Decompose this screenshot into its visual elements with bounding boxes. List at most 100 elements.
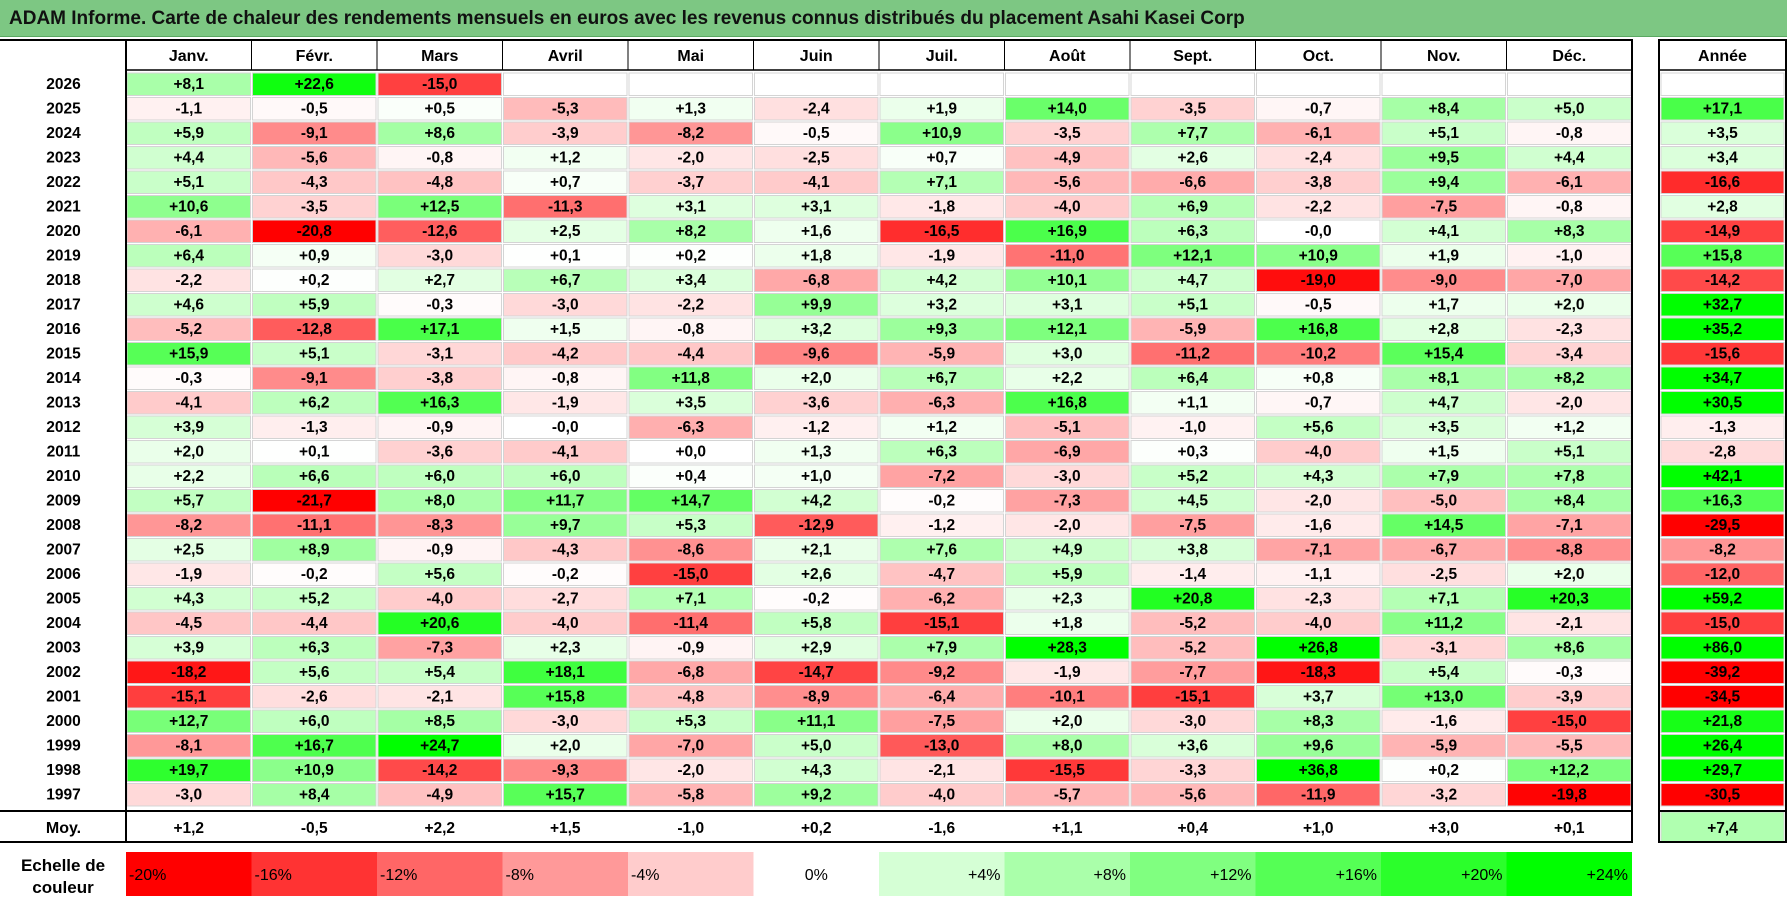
- heat-cell: [1130, 391, 1255, 415]
- heat-cell: [879, 146, 1004, 170]
- heat-cell-value: -0,2: [552, 566, 579, 583]
- heat-cell-value: +5,0: [1554, 101, 1585, 118]
- heat-cell: [1381, 783, 1506, 807]
- average-value: +1,2: [173, 820, 204, 837]
- heat-cell: [377, 317, 502, 341]
- heat-cell: [252, 121, 377, 145]
- year-total-cell: [1660, 146, 1785, 170]
- heat-cell-value: +5,6: [1303, 419, 1334, 436]
- heat-cell-value: -0,0: [1305, 223, 1332, 240]
- month-header-cell: [754, 41, 879, 70]
- heat-cell: [628, 219, 753, 243]
- average-cell: [1005, 812, 1130, 842]
- heat-cell-value: -9,1: [301, 370, 328, 387]
- heat-cell-value: +8,4: [1554, 493, 1585, 510]
- heat-cell-value: -6,7: [1430, 542, 1457, 559]
- heat-cell: [1130, 170, 1255, 194]
- heat-cell-value: -3,8: [426, 370, 453, 387]
- heat-cell: [1256, 268, 1381, 292]
- color-scale-value: -8%: [506, 867, 534, 884]
- heat-cell: [1130, 587, 1255, 611]
- heat-cell-value: +8,9: [299, 542, 330, 559]
- heat-cell: [754, 293, 879, 317]
- heat-cell-value: -0,9: [426, 542, 453, 559]
- row-year-label: 2016: [46, 321, 81, 338]
- heat-cell: [1005, 734, 1130, 758]
- heat-cell: [1130, 317, 1255, 341]
- heat-cell-value: -4,0: [1305, 615, 1332, 632]
- heat-cell: [628, 685, 753, 709]
- heat-cell-value: -1,4: [1179, 566, 1206, 583]
- heat-cell-value: +10,9: [1299, 248, 1339, 265]
- heat-cell: [252, 660, 377, 684]
- average-value: +1,1: [1052, 820, 1083, 837]
- heat-cell-value: +8,2: [675, 223, 706, 240]
- heat-cell-value: -1,6: [1430, 713, 1457, 730]
- heat-cell-value: -2,0: [1556, 395, 1583, 412]
- heat-cell: [1005, 293, 1130, 317]
- color-scale-value: +20%: [1461, 867, 1502, 884]
- heat-cell: [754, 97, 879, 121]
- row-year-label: 2002: [46, 664, 80, 681]
- heat-cell-value: -1,2: [803, 419, 830, 436]
- color-scale-value: +24%: [1587, 867, 1628, 884]
- heat-cell: [252, 513, 377, 537]
- heat-cell-value: +9,3: [926, 321, 957, 338]
- heat-cell: [879, 391, 1004, 415]
- heat-cell-value: +15,8: [546, 689, 586, 706]
- heat-cell: [1130, 538, 1255, 562]
- heat-cell: [879, 415, 1004, 439]
- heat-cell-value: +18,1: [546, 664, 586, 681]
- heat-cell-value: -7,0: [1556, 272, 1583, 289]
- heat-cell: [503, 342, 628, 366]
- heat-cell: [1005, 489, 1130, 513]
- heat-cell: [628, 587, 753, 611]
- average-total-cell: [1660, 811, 1785, 843]
- heat-cell-value: -18,2: [171, 664, 206, 681]
- heat-cell-value: -8,8: [1556, 542, 1583, 559]
- heat-cell: [377, 268, 502, 292]
- heat-cell-value: -2,0: [1054, 517, 1081, 534]
- year-total-value: +16,3: [1703, 493, 1743, 510]
- year-total-cell: [1660, 219, 1785, 243]
- heat-cell: [1256, 366, 1381, 390]
- heat-cell: [252, 758, 377, 782]
- heat-cell-value: +12,5: [420, 199, 460, 216]
- color-scale-value: +8%: [1094, 867, 1126, 884]
- heat-cell-value: -15,0: [1552, 713, 1587, 730]
- heat-cell: [503, 440, 628, 464]
- month-header-label: Avril: [548, 48, 583, 65]
- heat-cell-value: +6,2: [299, 395, 330, 412]
- heat-cell: [754, 72, 879, 96]
- heat-cell: [628, 72, 753, 96]
- row-year-label: 2017: [46, 297, 80, 314]
- heat-cell-value: -4,0: [552, 615, 579, 632]
- color-scale-value: -4%: [631, 867, 659, 884]
- row-year-label: 2000: [46, 713, 80, 730]
- month-header-cell: [629, 41, 754, 70]
- year-total-value: -1,3: [1709, 419, 1736, 436]
- heat-cell: [1381, 513, 1506, 537]
- heat-cell-value: -2,1: [426, 689, 453, 706]
- heat-cell-value: +3,2: [801, 321, 832, 338]
- heat-cell-value: +5,1: [173, 174, 204, 191]
- heat-cell-value: +1,2: [926, 419, 957, 436]
- heat-cell: [754, 734, 879, 758]
- heat-cell-value: +14,5: [1424, 517, 1464, 534]
- month-header-label: Janv.: [169, 48, 209, 65]
- heat-cell: [1256, 513, 1381, 537]
- heat-cell-value: -3,0: [1179, 713, 1206, 730]
- heat-cell: [1256, 293, 1381, 317]
- heat-cell-value: -5,9: [928, 346, 955, 363]
- heat-cell: [1256, 317, 1381, 341]
- heat-cell: [1381, 268, 1506, 292]
- heat-cell: [1130, 268, 1255, 292]
- month-header-cell: [1256, 41, 1381, 70]
- heat-cell-value: +0,8: [1303, 370, 1334, 387]
- heat-cell-value: -4,9: [1054, 150, 1081, 167]
- year-total-cell: [1660, 72, 1785, 96]
- heat-cell-value: -0,8: [1556, 199, 1583, 216]
- heat-cell-value: -3,4: [1556, 346, 1583, 363]
- heat-cell: [628, 636, 753, 660]
- heat-cell: [503, 587, 628, 611]
